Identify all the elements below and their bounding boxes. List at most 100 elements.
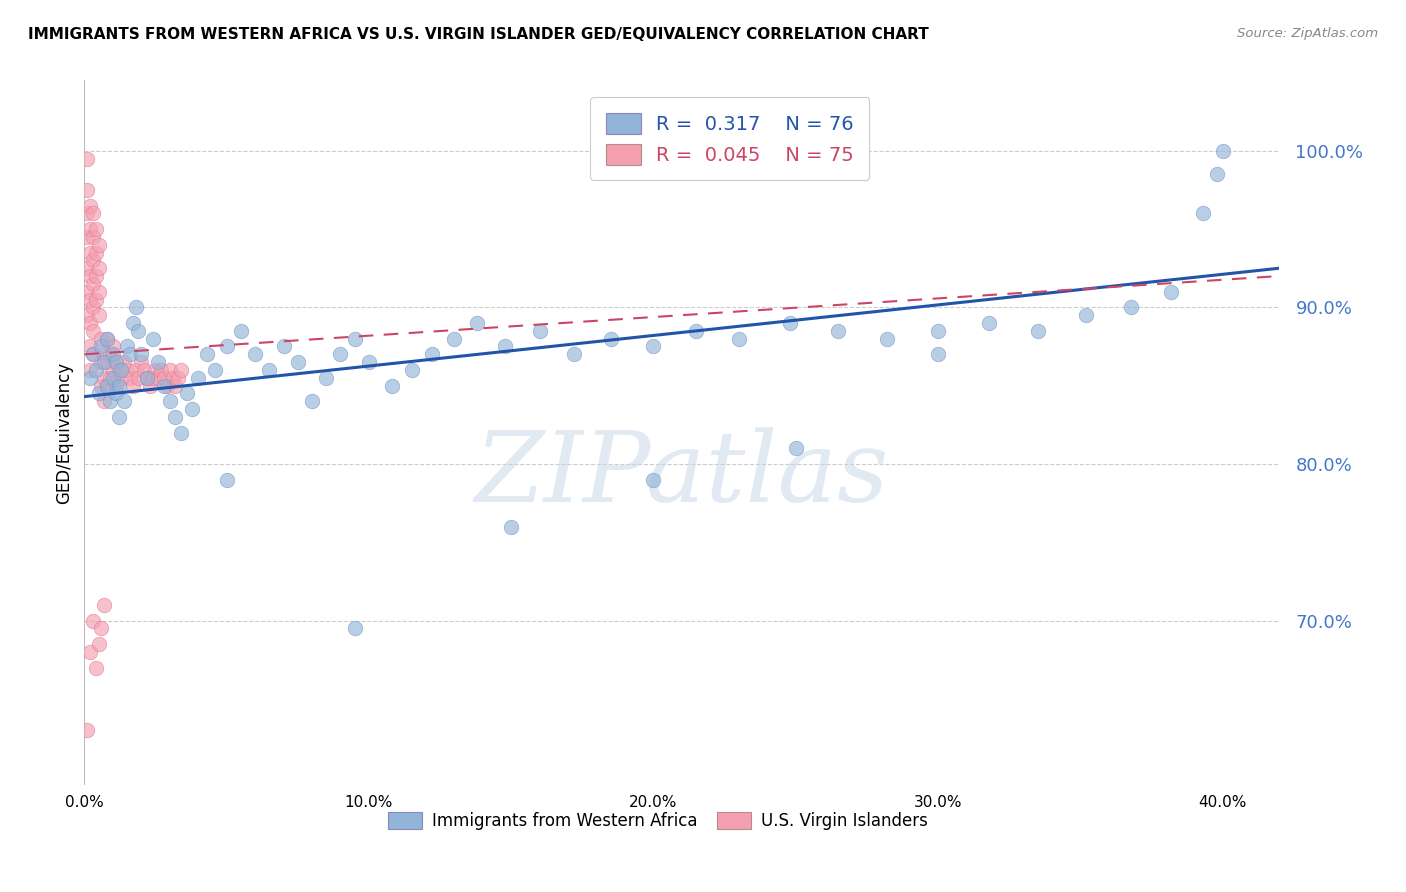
Point	[156, 378, 179, 392]
Point	[79, 645, 101, 659]
Point	[98, 371, 121, 385]
Point	[104, 355, 127, 369]
Point	[127, 371, 149, 385]
Point	[93, 371, 115, 385]
Point	[124, 301, 146, 315]
Point	[90, 355, 112, 369]
Point	[162, 371, 184, 385]
Point	[76, 230, 98, 244]
Point	[381, 378, 404, 392]
Point	[87, 637, 110, 651]
Text: IMMIGRANTS FROM WESTERN AFRICA VS U.S. VIRGIN ISLANDER GED/EQUIVALENCY CORRELATI: IMMIGRANTS FROM WESTERN AFRICA VS U.S. V…	[28, 27, 929, 42]
Point	[90, 378, 112, 392]
Point	[195, 347, 218, 361]
Point	[107, 363, 129, 377]
Point	[79, 222, 101, 236]
Point	[167, 371, 190, 385]
Point	[93, 394, 115, 409]
Point	[204, 363, 226, 377]
Point	[124, 363, 146, 377]
Point	[148, 355, 170, 369]
Legend: Immigrants from Western Africa, U.S. Virgin Islanders: Immigrants from Western Africa, U.S. Vir…	[382, 805, 934, 837]
Point	[329, 347, 352, 361]
Point	[79, 316, 101, 330]
Point	[132, 363, 156, 377]
Point	[501, 519, 523, 533]
Point	[827, 324, 849, 338]
Point	[93, 347, 115, 361]
Point	[153, 378, 176, 392]
Point	[979, 316, 1001, 330]
Point	[876, 332, 898, 346]
Point	[187, 371, 209, 385]
Point	[150, 363, 173, 377]
Point	[127, 324, 149, 338]
Point	[136, 371, 159, 385]
Point	[76, 183, 98, 197]
Point	[115, 339, 138, 353]
Point	[529, 324, 551, 338]
Point	[118, 371, 141, 385]
Point	[315, 371, 337, 385]
Point	[107, 378, 129, 392]
Point	[101, 347, 124, 361]
Point	[87, 237, 110, 252]
Point	[101, 339, 124, 353]
Point	[76, 261, 98, 276]
Point	[79, 198, 101, 212]
Point	[599, 332, 621, 346]
Point	[215, 473, 238, 487]
Y-axis label: GED/Equivalency: GED/Equivalency	[55, 361, 73, 504]
Point	[82, 324, 104, 338]
Point	[87, 386, 110, 401]
Point	[79, 245, 101, 260]
Point	[142, 332, 165, 346]
Point	[170, 425, 193, 440]
Point	[79, 339, 101, 353]
Point	[495, 339, 517, 353]
Point	[643, 339, 665, 353]
Point	[229, 324, 252, 338]
Point	[101, 363, 124, 377]
Point	[465, 316, 488, 330]
Point	[93, 598, 115, 612]
Point	[139, 378, 162, 392]
Point	[243, 347, 266, 361]
Point	[121, 316, 143, 330]
Point	[98, 394, 121, 409]
Point	[82, 253, 104, 268]
Point	[165, 378, 187, 392]
Point	[84, 245, 107, 260]
Point	[118, 347, 141, 361]
Point	[76, 308, 98, 322]
Point	[1026, 324, 1049, 338]
Point	[1160, 285, 1182, 299]
Point	[727, 332, 749, 346]
Point	[90, 339, 112, 353]
Point	[215, 339, 238, 353]
Point	[343, 332, 366, 346]
Point	[181, 402, 204, 417]
Point	[1191, 206, 1213, 220]
Point	[82, 347, 104, 361]
Point	[104, 386, 127, 401]
Point	[1205, 167, 1227, 181]
Point	[110, 371, 132, 385]
Point	[79, 371, 101, 385]
Point	[259, 363, 281, 377]
Point	[562, 347, 585, 361]
Point	[82, 301, 104, 315]
Point	[165, 409, 187, 424]
Point	[112, 394, 135, 409]
Point	[129, 355, 152, 369]
Point	[145, 363, 167, 377]
Point	[643, 473, 665, 487]
Point	[98, 347, 121, 361]
Point	[176, 386, 198, 401]
Point	[76, 206, 98, 220]
Point	[357, 355, 380, 369]
Point	[1212, 144, 1234, 158]
Point	[112, 355, 135, 369]
Point	[96, 378, 118, 392]
Point	[84, 268, 107, 283]
